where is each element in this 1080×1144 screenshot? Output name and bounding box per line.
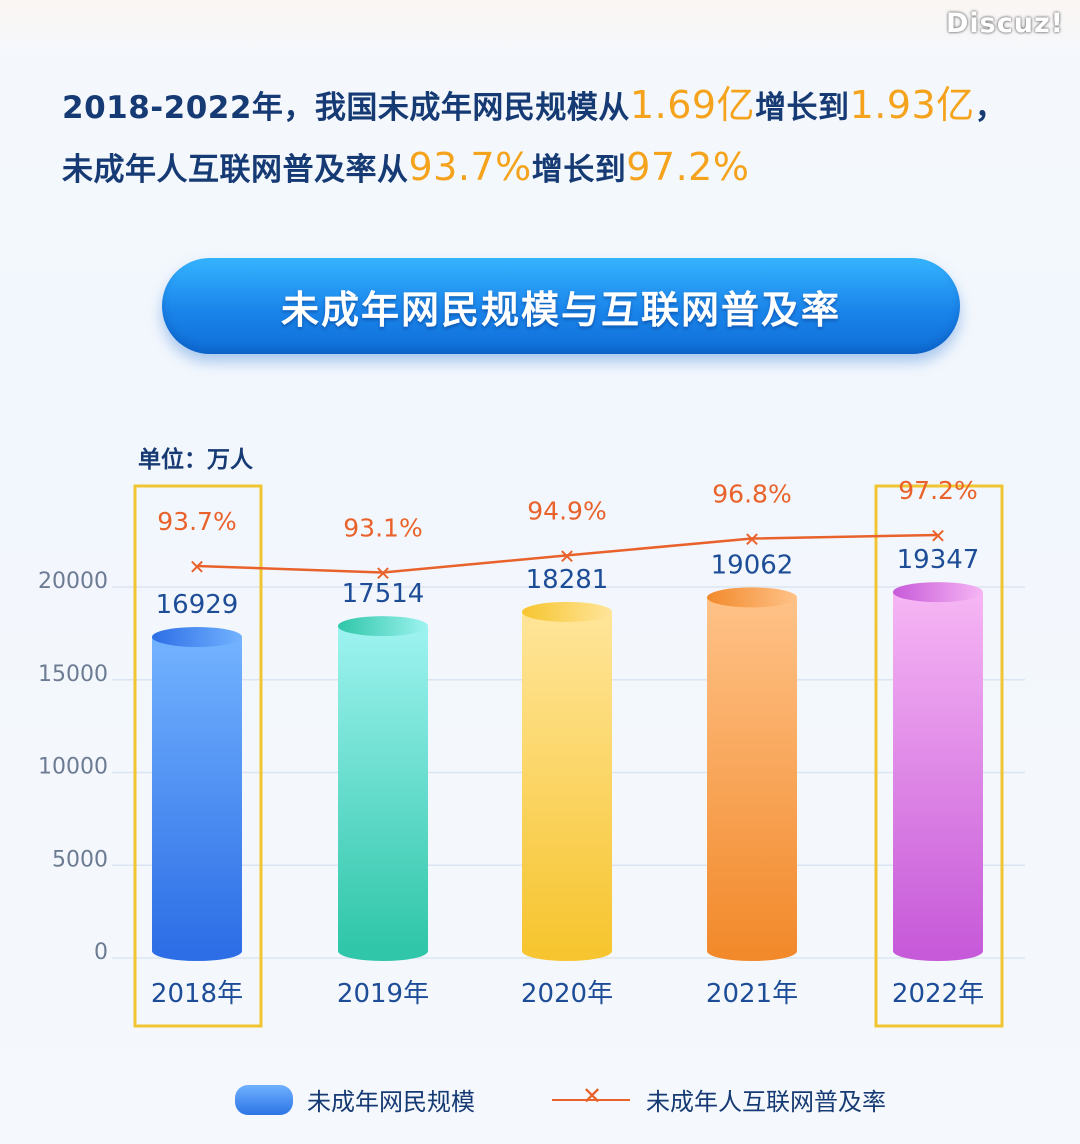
legend-bar-swatch: [235, 1084, 293, 1115]
y-tick-label: 20000: [38, 569, 108, 594]
headline-highlight-value: 97.2%: [626, 145, 750, 189]
y-tick-label: 10000: [38, 755, 108, 780]
bar: [707, 587, 797, 961]
rate-value-label: 93.7%: [157, 507, 236, 536]
rate-value-label: 97.2%: [898, 476, 977, 505]
x-tick-label: 2021年: [706, 979, 798, 1009]
cross-marker-icon: ✕: [582, 1081, 603, 1110]
bar: [522, 601, 612, 961]
x-tick-label: 2022年: [892, 979, 984, 1009]
bar-value-label: 19347: [897, 545, 980, 575]
x-tick-label: 2018年: [151, 979, 243, 1009]
headline-line-2: 未成年人互联网普及率从93.7%增长到97.2%: [62, 144, 749, 189]
rate-point-marker: ✕: [189, 555, 206, 579]
chart-title-banner: 未成年网民规模与互联网普及率: [162, 258, 960, 354]
y-tick-label: 0: [94, 940, 108, 965]
rate-value-label: 93.1%: [343, 514, 422, 543]
bar: [152, 626, 242, 961]
bar-value-label: 16929: [156, 590, 239, 620]
headline-highlight-value: 1.69亿: [629, 83, 756, 127]
legend-line-swatch: ✕: [552, 1081, 630, 1115]
headline-line-1: 2018-2022年，我国未成年网民规模从1.69亿增长到1.93亿，: [62, 74, 1006, 129]
rate-value-label: 96.8%: [712, 480, 791, 509]
x-tick-label: 2019年: [337, 979, 429, 1009]
bar-value-label: 19062: [711, 550, 794, 580]
chart-unit-label: 单位：万人: [138, 447, 253, 473]
headline-highlight-value: 1.93亿: [849, 83, 975, 127]
rate-value-label: 94.9%: [527, 496, 606, 525]
headline-highlight-value: 93.7%: [408, 145, 532, 189]
headline-text: 增长到: [531, 152, 627, 188]
bar: [893, 582, 983, 961]
rate-point-marker: ✕: [375, 562, 392, 586]
highlight-box: [874, 484, 1004, 1028]
rate-point-marker: ✕: [930, 524, 947, 548]
y-tick-label: 5000: [52, 847, 108, 872]
x-tick-label: 2020年: [521, 979, 613, 1009]
headline-text: 增长到: [755, 90, 850, 126]
legend-line-label: 未成年人互联网普及率: [646, 1088, 886, 1116]
chart-title: 未成年网民规模与互联网普及率: [280, 287, 841, 332]
rate-point-marker: ✕: [559, 544, 576, 568]
headline-text: 未成年人互联网普及率从: [62, 152, 409, 188]
y-tick-label: 15000: [38, 662, 108, 687]
headline-text: ，: [974, 90, 1007, 126]
legend-item-line: ✕ 未成年人互联网普及率: [552, 1082, 886, 1117]
highlight-box: [133, 484, 263, 1028]
headline-text: 2018-2022年，我国未成年网民规模从: [62, 90, 630, 126]
rate-line: [196, 533, 939, 574]
bar-value-label: 18281: [526, 565, 609, 595]
bar-value-label: 17514: [342, 579, 425, 609]
bar: [338, 616, 428, 961]
watermark-logo: Discuz!: [946, 8, 1064, 39]
rate-point-marker: ✕: [744, 528, 761, 552]
legend-item-bar: 未成年网民规模: [235, 1082, 475, 1117]
legend-bar-label: 未成年网民规模: [307, 1088, 475, 1116]
